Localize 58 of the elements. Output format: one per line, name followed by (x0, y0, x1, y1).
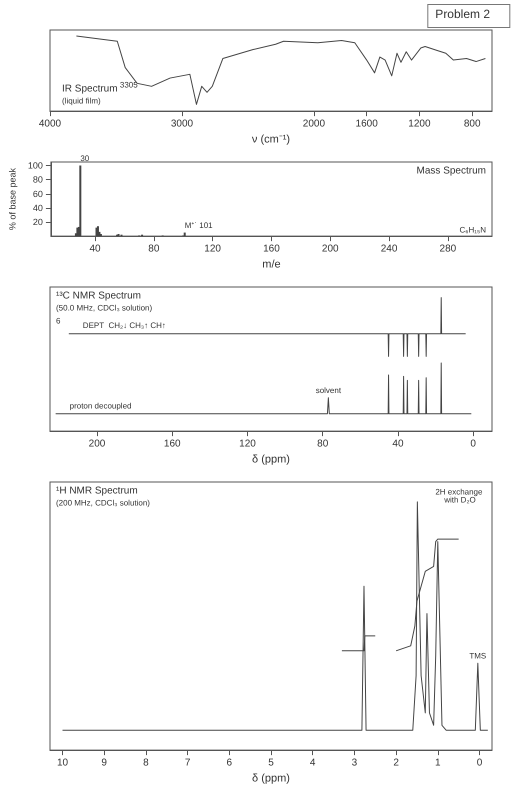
y-tick-label: 40 (32, 202, 43, 213)
x-tick-label: 2000 (302, 118, 326, 130)
x-tick-label: 1200 (408, 118, 431, 130)
annotation: 6 (56, 316, 61, 326)
chart-title: Problem 2 (435, 7, 490, 21)
x-tick-label: 4000 (38, 118, 62, 130)
x-tick-label: 80 (148, 244, 160, 255)
x-tick-label: 1600 (356, 118, 378, 130)
annotation: C₆H₁₅N (460, 226, 486, 234)
x-tick-label: 10 (56, 758, 69, 769)
x-tick-label: 4 (310, 758, 316, 769)
annotation: ¹³C NMR Spectrum (56, 290, 142, 302)
x-tick-label: 6 (226, 758, 233, 769)
x-tick-label: 3000 (170, 118, 194, 130)
annotation: 30 (80, 154, 90, 164)
x-tick-label: 160 (263, 244, 280, 255)
text: ¹H NMR Spectrum (56, 486, 138, 496)
x-tick-label: 200 (88, 438, 106, 450)
x-tick-label: 40 (392, 438, 404, 450)
x-tick-label: 2 (393, 758, 400, 769)
x-tick-label: 40 (89, 244, 102, 255)
annotation: solvent (316, 386, 342, 396)
x-tick-label: 120 (239, 438, 256, 450)
x-axis-title: δ (ppm) (252, 772, 290, 784)
x-tick-label: 240 (380, 244, 398, 255)
y-axis-title: % of base peak (8, 168, 18, 230)
annotation: M⁺˙ 101 (184, 221, 214, 230)
annotation: (liquid film) (62, 96, 102, 106)
annotation: 2H exchange with D₂O (435, 488, 485, 504)
annotation: TMS (469, 652, 486, 661)
x-tick-label: 160 (164, 438, 182, 450)
x-tick-label: 200 (322, 244, 340, 255)
annotation: IR Spectrum (62, 84, 118, 94)
x-tick-label: 0 (476, 758, 483, 769)
x-tick-label: 5 (268, 758, 274, 769)
annotation: Mass Spectrum (416, 166, 486, 176)
x-tick-label: 9 (101, 758, 108, 769)
x-tick-label: 800 (464, 118, 481, 130)
x-axis-title: δ (ppm) (252, 454, 290, 466)
y-tick-label: 80 (32, 174, 43, 185)
series-label: DEPT CH₂↓ CH₃↑ CH↑ (82, 321, 166, 330)
y-tick-label: 60 (32, 188, 43, 199)
x-tick-label: 1 (435, 758, 442, 769)
y-tick-label: 20 (32, 216, 43, 227)
x-axis-title: m/e (262, 258, 281, 270)
annotation: (50.0 MHz, CDCl₃ solution) (56, 304, 153, 312)
x-tick-label: 7 (184, 758, 191, 769)
annotation: 3305 (120, 80, 138, 90)
x-tick-label: 8 (143, 758, 150, 769)
x-tick-label: 3 (352, 758, 358, 769)
y-tick-label: 100 (28, 160, 43, 171)
x-tick-label: 120 (204, 244, 222, 255)
x-tick-label: 0 (470, 438, 476, 450)
x-tick-label: 280 (440, 244, 457, 255)
series-label: proton decoupled (70, 401, 132, 410)
x-tick-label: 80 (317, 438, 329, 450)
x-axis-title: ν (cm⁻¹) (252, 134, 290, 146)
annotation: (200 MHz, CDCl₃ solution) (56, 498, 150, 508)
